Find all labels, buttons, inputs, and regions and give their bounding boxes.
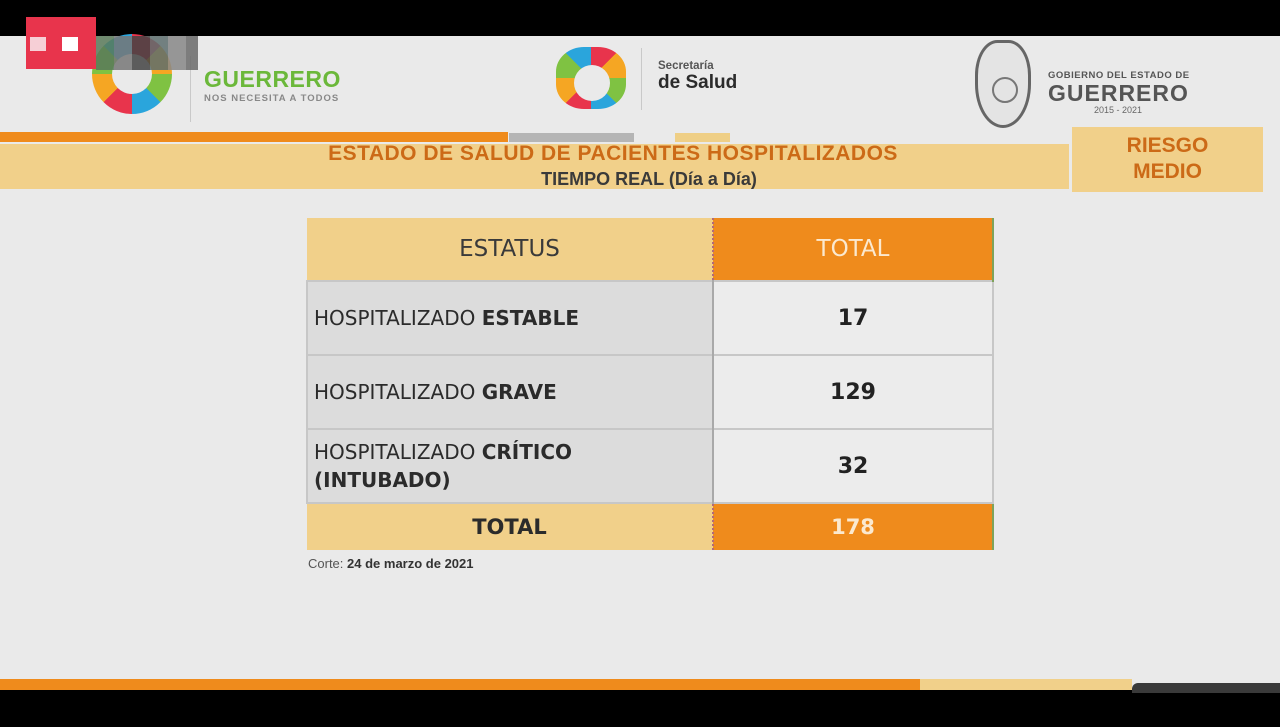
status-label-bold: ESTABLE <box>481 306 580 330</box>
status-cell: HOSPITALIZADO ESTABLE <box>306 280 714 355</box>
gobierno-logo-text: GOBIERNO DEL ESTADO DE GUERRERO 2015 - 2… <box>1048 70 1190 115</box>
status-label: HOSPITALIZADO <box>314 380 482 404</box>
footer-bar <box>920 679 1132 690</box>
header-bar <box>675 133 730 142</box>
header-bar <box>0 132 508 142</box>
status-label-bold: GRAVE <box>481 380 557 404</box>
divider <box>190 56 191 122</box>
recording-badge <box>26 17 96 69</box>
table-row: HOSPITALIZADO CRÍTICO (INTUBADO) 32 <box>306 428 994 503</box>
table-total-row: TOTAL 178 <box>307 502 994 550</box>
secretaria-logo-text: Secretaría de Salud <box>658 60 737 94</box>
table-row: HOSPITALIZADO GRAVE 129 <box>306 354 994 429</box>
risk-line1: RIESGO <box>1126 134 1209 157</box>
risk-line2: MEDIO <box>1133 160 1202 183</box>
title-band <box>0 144 1069 189</box>
risk-level-badge: RIESGO MEDIO <box>1072 127 1263 192</box>
status-cell: HOSPITALIZADO CRÍTICO (INTUBADO) <box>306 428 714 503</box>
secretaria-line1: Secretaría <box>658 60 714 72</box>
divider <box>641 48 642 110</box>
badge-square-icon <box>30 37 46 51</box>
gobierno-years: 2015 - 2021 <box>1093 105 1143 115</box>
pixelated-overlay <box>96 36 198 70</box>
secretaria-line2: de Salud <box>658 72 738 93</box>
status-label: HOSPITALIZADO <box>314 440 482 464</box>
state-shield-icon <box>975 40 1031 128</box>
status-table: ESTATUS TOTAL HOSPITALIZADO ESTABLE 17 H… <box>306 218 994 550</box>
gobierno-line1: GOBIERNO DEL ESTADO DE <box>1048 70 1190 81</box>
column-header-total: TOTAL <box>713 218 994 281</box>
page-subtitle: TIEMPO REAL (Día a Día) <box>541 169 757 189</box>
total-value: 178 <box>713 502 994 550</box>
guerrero-tagline: NOS NECESITA A TODOS <box>204 93 340 104</box>
cutoff-date: 24 de marzo de 2021 <box>347 556 474 571</box>
gobierno-line2: GUERRERO <box>1048 80 1189 106</box>
footer-bar <box>0 679 920 690</box>
cutoff-prefix: Corte: <box>308 556 344 571</box>
status-label-bold: (INTUBADO) <box>314 468 451 492</box>
status-label-bold: CRÍTICO <box>481 440 573 464</box>
footer-bar <box>1132 683 1280 693</box>
guerrero-logo-text: GUERRERO NOS NECESITA A TODOS <box>204 66 341 104</box>
value-cell: 129 <box>713 354 994 429</box>
secretaria-logo-icon <box>556 47 626 109</box>
badge-square-icon <box>62 37 78 51</box>
table-row: HOSPITALIZADO ESTABLE 17 <box>306 280 994 355</box>
column-header-status: ESTATUS <box>307 218 714 281</box>
status-cell: HOSPITALIZADO GRAVE <box>306 354 714 429</box>
guerrero-name: GUERRERO <box>204 66 341 92</box>
page-title: ESTADO DE SALUD DE PACIENTES HOSPITALIZA… <box>328 142 898 165</box>
value-cell: 17 <box>713 280 994 355</box>
table-header-row: ESTATUS TOTAL <box>307 218 994 281</box>
value-cell: 32 <box>713 428 994 503</box>
cutoff-note: Corte: 24 de marzo de 2021 <box>308 556 474 571</box>
header-bar <box>509 133 634 142</box>
status-label: HOSPITALIZADO <box>314 306 482 330</box>
total-label: TOTAL <box>307 502 714 550</box>
